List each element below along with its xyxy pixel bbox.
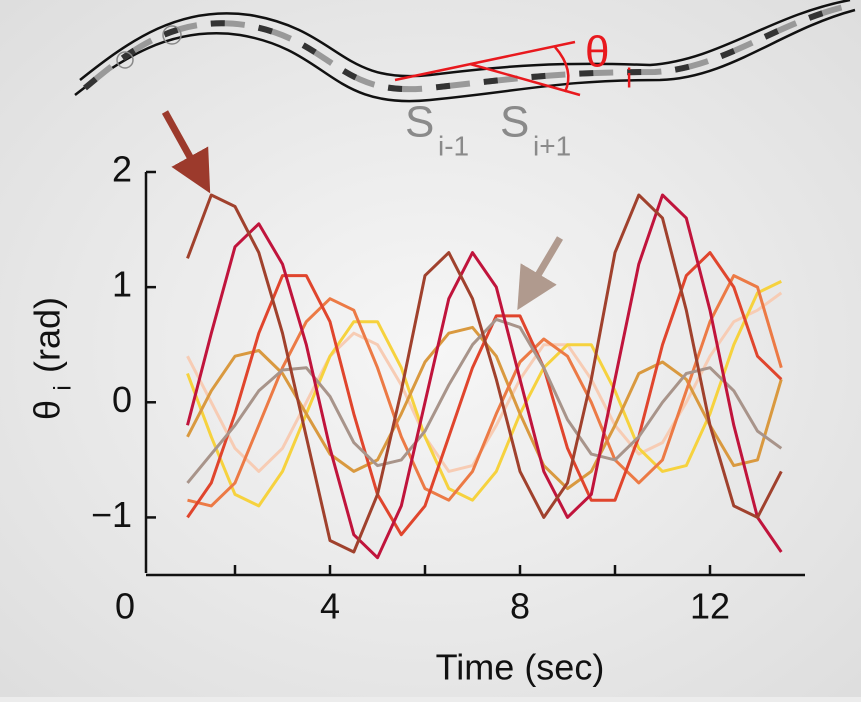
series-line <box>186 280 782 508</box>
arrow <box>161 110 211 194</box>
segment-label: S <box>405 98 434 147</box>
theta-label: θ <box>585 28 609 77</box>
y-tick-label: −1 <box>91 494 132 535</box>
series-line <box>186 193 783 554</box>
theta-subscript: i <box>626 62 632 93</box>
y-label-subscript: i <box>49 385 76 390</box>
series-line <box>186 193 783 560</box>
worm <box>74 0 856 103</box>
y-tick-label: 2 <box>112 149 132 190</box>
x-tick-label: 8 <box>510 586 530 627</box>
y-label-symbol: θ <box>27 400 68 420</box>
segment-label: S <box>500 98 529 147</box>
y-tick-label: 1 <box>112 264 132 305</box>
y-label-unit: (rad) <box>27 297 68 373</box>
y-axis-label: θ i (rad) <box>27 297 77 420</box>
x-tick-label: 12 <box>690 586 730 627</box>
segment-subscript: i+1 <box>533 130 571 161</box>
x-tick-label: 4 <box>320 586 340 627</box>
x-axis-label: Time (sec) <box>436 647 605 688</box>
arrow <box>517 236 564 311</box>
series-line <box>186 317 783 484</box>
segment-subscript: i-1 <box>438 130 469 161</box>
series-line <box>187 274 783 508</box>
x-tick-label: 0 <box>115 586 135 627</box>
y-tick-label: 0 <box>112 379 132 420</box>
angle-marker <box>394 40 581 97</box>
